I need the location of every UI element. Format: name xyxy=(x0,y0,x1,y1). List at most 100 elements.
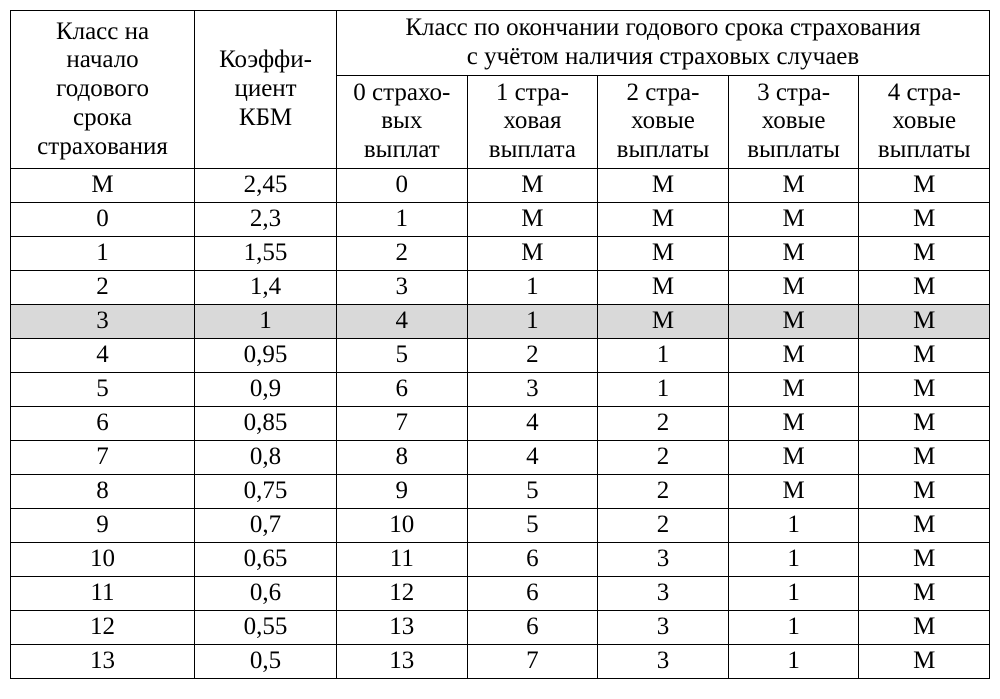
table-row: 90,710521М xyxy=(11,508,990,542)
table-cell: 2 xyxy=(337,236,468,270)
table-cell: 10 xyxy=(11,542,195,576)
header-0-payouts: 0 страхо- вых выплат xyxy=(337,75,468,168)
header-text: годового xyxy=(56,75,149,102)
table-cell: М xyxy=(728,474,859,508)
table-cell: М xyxy=(859,644,990,678)
table-cell: М xyxy=(598,202,729,236)
header-end-class-span: Класс по окончании годового срока страхо… xyxy=(337,11,990,76)
table-cell: М xyxy=(11,168,195,202)
table-cell: М xyxy=(598,270,729,304)
table-cell: 6 xyxy=(467,542,598,576)
table-cell: 13 xyxy=(337,610,468,644)
table-cell: М xyxy=(859,270,990,304)
table-cell: М xyxy=(859,372,990,406)
table-cell: 11 xyxy=(11,576,195,610)
table-cell: 2 xyxy=(598,474,729,508)
header-text: с учётом наличия страховых случаев xyxy=(467,43,859,70)
table-cell: 1 xyxy=(195,304,337,338)
table-cell: 0,5 xyxy=(195,644,337,678)
header-text: 0 страхо- xyxy=(353,79,450,106)
table-cell: 5 xyxy=(467,508,598,542)
table-cell: 12 xyxy=(11,610,195,644)
table-cell: 2 xyxy=(467,338,598,372)
table-cell: 1 xyxy=(728,542,859,576)
header-text: 2 стра- xyxy=(626,79,699,106)
table-cell: 2,3 xyxy=(195,202,337,236)
header-text: выплаты xyxy=(878,136,971,163)
table-cell: 2 xyxy=(598,406,729,440)
table-row: 60,85742ММ xyxy=(11,406,990,440)
table-cell: 0,55 xyxy=(195,610,337,644)
table-cell: 13 xyxy=(11,644,195,678)
header-text: 4 стра- xyxy=(888,79,961,106)
table-row: 11,552ММММ xyxy=(11,236,990,270)
table-cell: 4 xyxy=(337,304,468,338)
header-text: выплаты xyxy=(617,136,710,163)
table-cell: 6 xyxy=(467,576,598,610)
header-text: циент xyxy=(234,75,296,102)
table-row: 3141МММ xyxy=(11,304,990,338)
table-cell: 2 xyxy=(11,270,195,304)
table-row: М2,450ММММ xyxy=(11,168,990,202)
header-kbm-coef: Коэффи- циент КБМ xyxy=(195,11,337,169)
table-cell: М xyxy=(859,508,990,542)
header-2-payouts: 2 стра- ховые выплаты xyxy=(598,75,729,168)
table-cell: М xyxy=(728,202,859,236)
table-cell: М xyxy=(598,168,729,202)
header-text: Класс на xyxy=(56,18,149,45)
header-text: 3 стра- xyxy=(757,79,830,106)
table-cell: М xyxy=(598,304,729,338)
table-cell: 5 xyxy=(337,338,468,372)
table-cell: 7 xyxy=(467,644,598,678)
table-cell: 2,45 xyxy=(195,168,337,202)
table-cell: 4 xyxy=(467,406,598,440)
table-cell: 0,95 xyxy=(195,338,337,372)
table-cell: 8 xyxy=(337,440,468,474)
table-body: М2,450ММММ02,31ММММ11,552ММММ21,431МММ31… xyxy=(11,168,990,678)
header-text: 1 стра- xyxy=(496,79,569,106)
table-row: 130,513731М xyxy=(11,644,990,678)
table-cell: М xyxy=(728,372,859,406)
table-cell: М xyxy=(728,304,859,338)
table-cell: М xyxy=(728,440,859,474)
header-text: КБМ xyxy=(239,104,292,131)
table-cell: М xyxy=(859,440,990,474)
table-cell: 6 xyxy=(337,372,468,406)
table-cell: 1 xyxy=(467,270,598,304)
table-cell: М xyxy=(728,236,859,270)
table-cell: 3 xyxy=(337,270,468,304)
table-cell: 1 xyxy=(598,338,729,372)
table-cell: 11 xyxy=(337,542,468,576)
table-row: 100,6511631М xyxy=(11,542,990,576)
table-cell: 3 xyxy=(11,304,195,338)
header-text: ховая xyxy=(503,107,561,134)
table-cell: 1 xyxy=(467,304,598,338)
table-cell: 3 xyxy=(598,644,729,678)
header-4-payouts: 4 стра- ховые выплаты xyxy=(859,75,990,168)
header-text: выплата xyxy=(489,136,576,163)
table-cell: 0 xyxy=(11,202,195,236)
header-text: начало xyxy=(66,46,138,73)
table-cell: 3 xyxy=(598,610,729,644)
table-cell: 1,4 xyxy=(195,270,337,304)
header-text: выплат xyxy=(364,136,440,163)
header-start-class: Класс на начало годового срока страхован… xyxy=(11,11,195,169)
table-cell: М xyxy=(728,168,859,202)
table-cell: 1 xyxy=(11,236,195,270)
header-text: вых xyxy=(381,107,422,134)
table-cell: 3 xyxy=(598,576,729,610)
header-3-payouts: 3 стра- ховые выплаты xyxy=(728,75,859,168)
table-cell: 0,9 xyxy=(195,372,337,406)
table-row: 02,31ММММ xyxy=(11,202,990,236)
table-cell: 1 xyxy=(728,508,859,542)
table-cell: 1,55 xyxy=(195,236,337,270)
table-cell: 4 xyxy=(11,338,195,372)
table-cell: 5 xyxy=(11,372,195,406)
header-text: выплаты xyxy=(747,136,840,163)
table-cell: 5 xyxy=(467,474,598,508)
table-row: 21,431МММ xyxy=(11,270,990,304)
table-cell: 0,85 xyxy=(195,406,337,440)
table-cell: 4 xyxy=(467,440,598,474)
table-cell: 0,6 xyxy=(195,576,337,610)
table-cell: М xyxy=(467,202,598,236)
